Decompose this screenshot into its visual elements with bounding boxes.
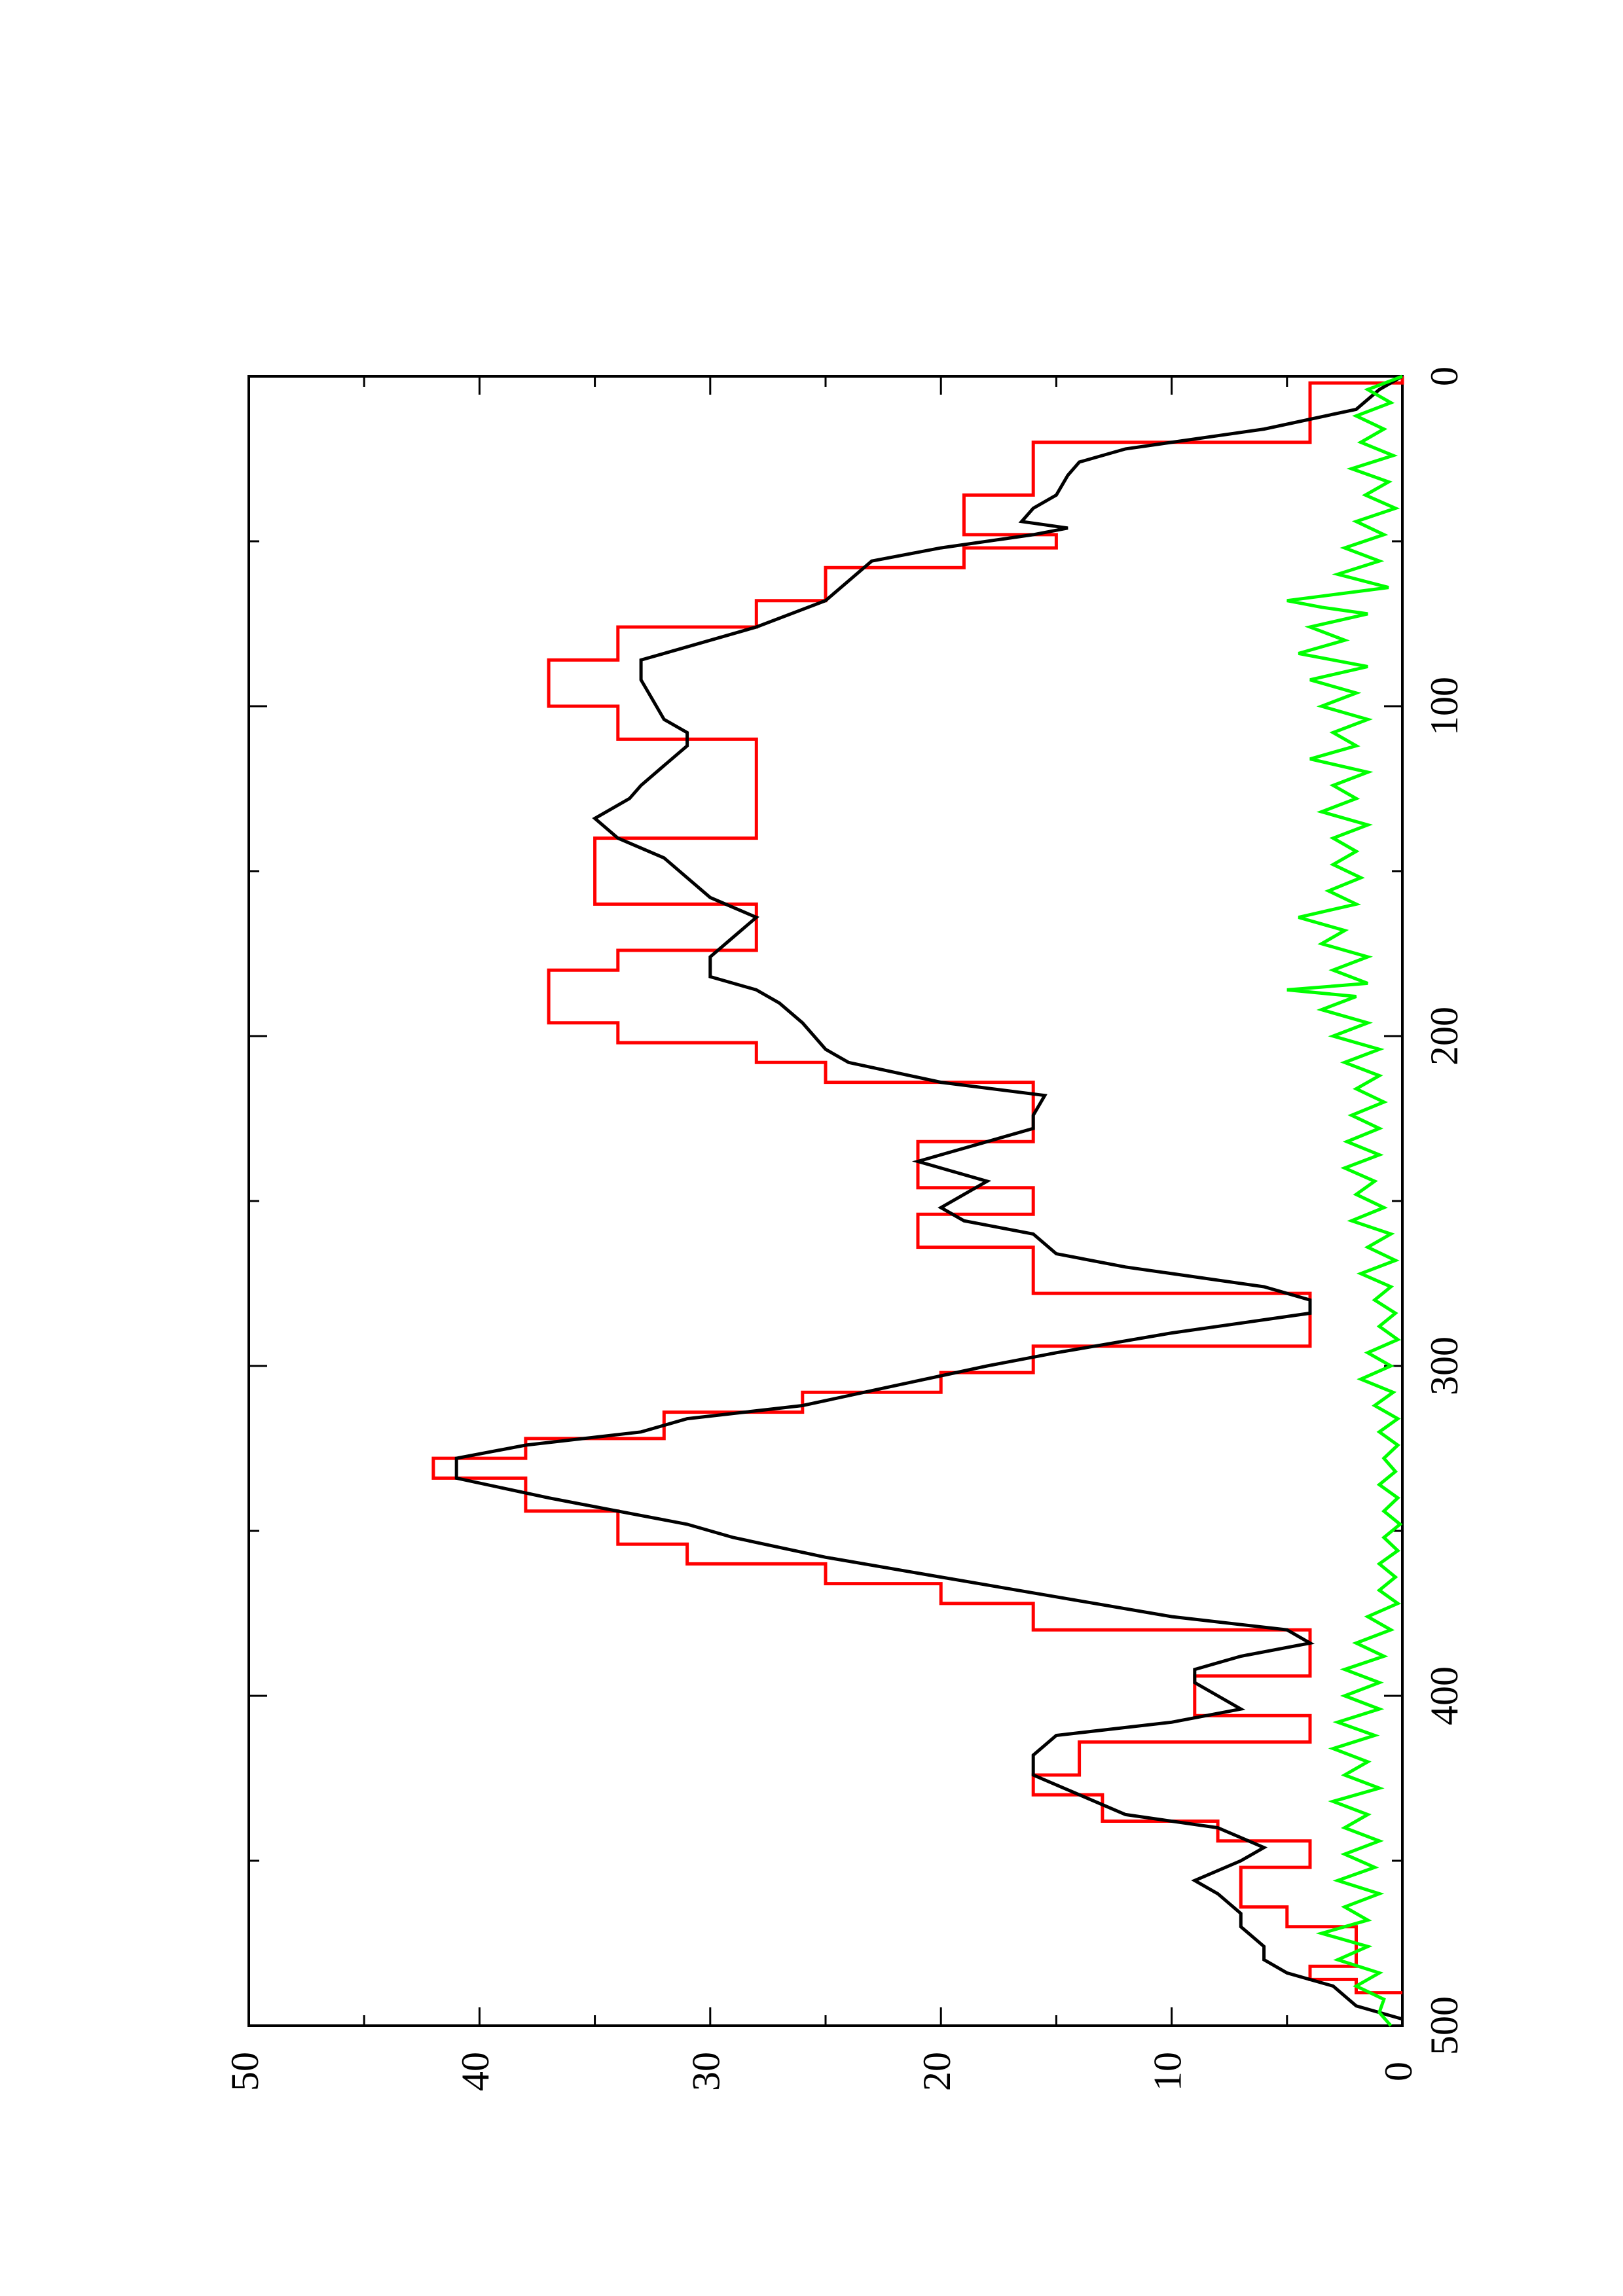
y-tick-label: 30 — [685, 2052, 728, 2091]
x-tick-label: 100 — [1423, 677, 1466, 736]
tick-marks — [247, 375, 1404, 2027]
y-tick-label: 40 — [454, 2052, 497, 2091]
data-series — [431, 374, 1404, 2027]
y-tick-label: 10 — [1146, 2052, 1189, 2091]
x-tick-label: 500 — [1423, 1996, 1466, 2055]
y-tick-label: 0 — [1377, 2062, 1420, 2081]
series-line-2 — [454, 374, 1404, 2021]
x-tick-label: 400 — [1423, 1666, 1466, 1725]
y-tick-label: 20 — [915, 2052, 958, 2091]
y-tick-label: 50 — [223, 2052, 266, 2091]
x-tick-label: 200 — [1423, 1007, 1466, 1066]
series-line-1 — [431, 376, 1404, 1995]
plot-frame — [247, 375, 1404, 2027]
x-tick-label: 300 — [1423, 1336, 1466, 1395]
x-tick-label: 0 — [1423, 367, 1466, 386]
series-line-3 — [1286, 374, 1403, 2027]
